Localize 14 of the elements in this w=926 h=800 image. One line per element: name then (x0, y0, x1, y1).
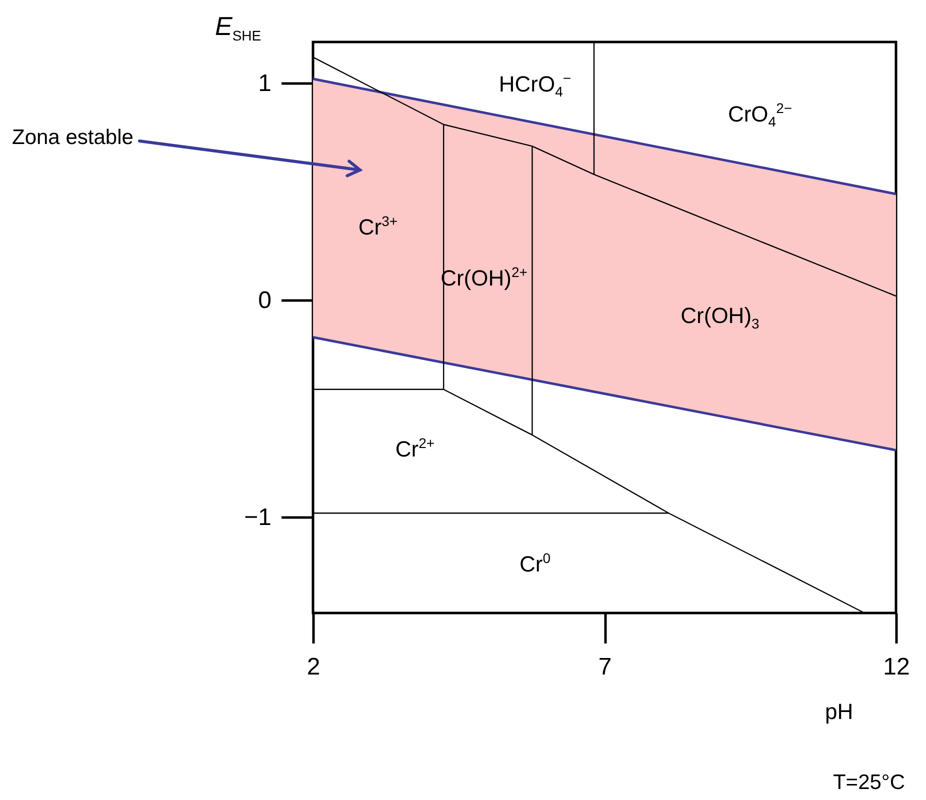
annotation: Cr$^{2+}$ (395, 434, 435, 462)
text: T=25°C (832, 770, 905, 794)
y-tick-label: 1 (258, 70, 272, 97)
y-tick-label: −1 (244, 504, 272, 531)
x-tick-label: 2 (306, 654, 320, 680)
annotation: Cr(OH)$_{3}$ (680, 303, 760, 332)
text: Zona estable (12, 126, 134, 148)
x-tick-label: 12 (883, 654, 910, 680)
annotation: Cr$^{0}$ (519, 550, 550, 576)
annotation: Cr$^{3+}$ (358, 212, 398, 240)
y-tick-label: 0 (258, 286, 272, 314)
x-tick-label: 7 (598, 654, 612, 680)
y-axis-title: E$_{SHE}$ (215, 11, 262, 44)
x-axis-title: pH (825, 699, 854, 724)
